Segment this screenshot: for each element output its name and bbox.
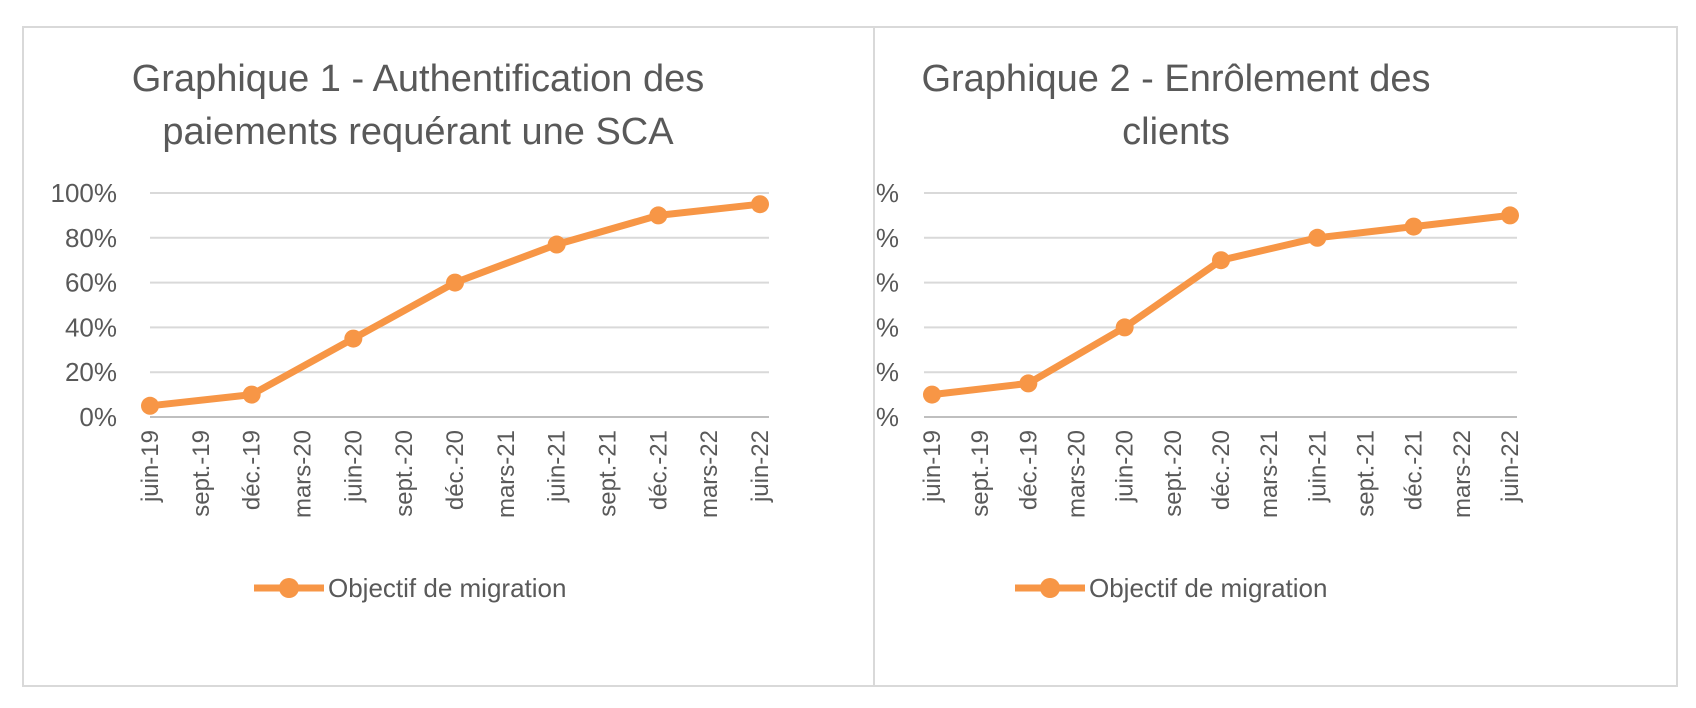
- data-point: [649, 206, 668, 225]
- chart-title-line-1: Graphique 1 - Authentification des: [132, 58, 705, 100]
- y-tick-label: 20%: [875, 357, 899, 387]
- chart-title-line-2: paiements requérant une SCA: [162, 111, 674, 153]
- data-point: [446, 273, 464, 292]
- x-tick-label: mars-22: [1449, 430, 1476, 518]
- data-point: [1115, 318, 1134, 337]
- x-tick-label: sept.-19: [967, 430, 994, 517]
- series-line: [928, 211, 1514, 399]
- y-tick-label: 0%: [875, 402, 899, 432]
- x-tick-label: mars-22: [696, 430, 723, 518]
- y-tick-label: 80%: [875, 223, 899, 253]
- x-tick-label: juin-21: [544, 430, 571, 503]
- x-tick-label: juin-22: [1497, 430, 1524, 503]
- data-point: [1212, 251, 1230, 270]
- data-point: [344, 329, 363, 348]
- y-tick-label: 40%: [875, 312, 899, 342]
- x-tick-label: sept.-21: [595, 430, 622, 517]
- data-point: [547, 235, 566, 254]
- x-tick-label: sept.-21: [1353, 430, 1380, 517]
- x-tick-label: sept.-19: [188, 430, 215, 517]
- x-tick-label: sept.-20: [1160, 430, 1187, 517]
- y-tick-label: 40%: [65, 312, 117, 342]
- y-tick-label: 100%: [51, 178, 118, 208]
- y-tick-label: 100%: [875, 178, 899, 208]
- x-tick-label: sept.-20: [391, 430, 418, 517]
- data-point: [751, 195, 769, 214]
- x-tick-label: mars-20: [1064, 430, 1091, 518]
- data-point: [923, 385, 941, 404]
- x-tick-label: juin-22: [747, 430, 774, 503]
- y-tick-label: 20%: [65, 357, 117, 387]
- x-tick-label: déc.-19: [239, 430, 266, 510]
- x-tick-label: déc.-20: [442, 430, 469, 510]
- x-tick-label: mars-20: [290, 430, 317, 518]
- chart-panel-1: Graphique 1 - Authentification des paieme…: [22, 26, 876, 687]
- chart-title-line-2: clients: [1122, 111, 1230, 153]
- data-point: [1404, 217, 1423, 236]
- y-tick-label: 0%: [79, 402, 117, 432]
- y-tick-label: 60%: [875, 268, 899, 298]
- legend-marker: [1040, 578, 1060, 598]
- x-tick-label: mars-21: [493, 430, 520, 518]
- y-tick-label: 80%: [65, 223, 117, 253]
- y-tick-label: 60%: [65, 268, 117, 298]
- x-tick-label: déc.-19: [1015, 430, 1042, 510]
- legend-label: Objectif de migration: [1089, 573, 1327, 603]
- x-tick-label: juin-19: [919, 430, 946, 503]
- series-line: [146, 200, 764, 410]
- data-point: [242, 385, 261, 404]
- x-tick-label: juin-20: [340, 430, 367, 503]
- x-tick-label: déc.-20: [1208, 430, 1235, 510]
- legend-label: Objectif de migration: [328, 573, 566, 603]
- chart-panel-2: Graphique 2 - Enrôlement des clients 0% 20%…: [873, 26, 1678, 687]
- data-point: [1308, 228, 1327, 247]
- x-tick-label: juin-20: [1112, 430, 1139, 503]
- legend-marker: [279, 578, 299, 598]
- x-tick-label: déc.-21: [1401, 430, 1428, 510]
- x-tick-label: déc.-21: [645, 430, 672, 510]
- chart-2: Graphique 2 - Enrôlement des clients 0% 20%…: [875, 58, 1524, 603]
- data-point: [1501, 206, 1519, 225]
- x-tick-label: juin-19: [137, 430, 164, 503]
- data-point: [1019, 374, 1038, 393]
- chart-title-line-1: Graphique 2 - Enrôlement des: [921, 58, 1430, 100]
- data-point: [141, 396, 159, 415]
- x-tick-label: juin-21: [1304, 430, 1331, 503]
- x-tick-label: mars-21: [1256, 430, 1283, 518]
- chart-1: Graphique 1 - Authentification des paieme…: [51, 58, 775, 603]
